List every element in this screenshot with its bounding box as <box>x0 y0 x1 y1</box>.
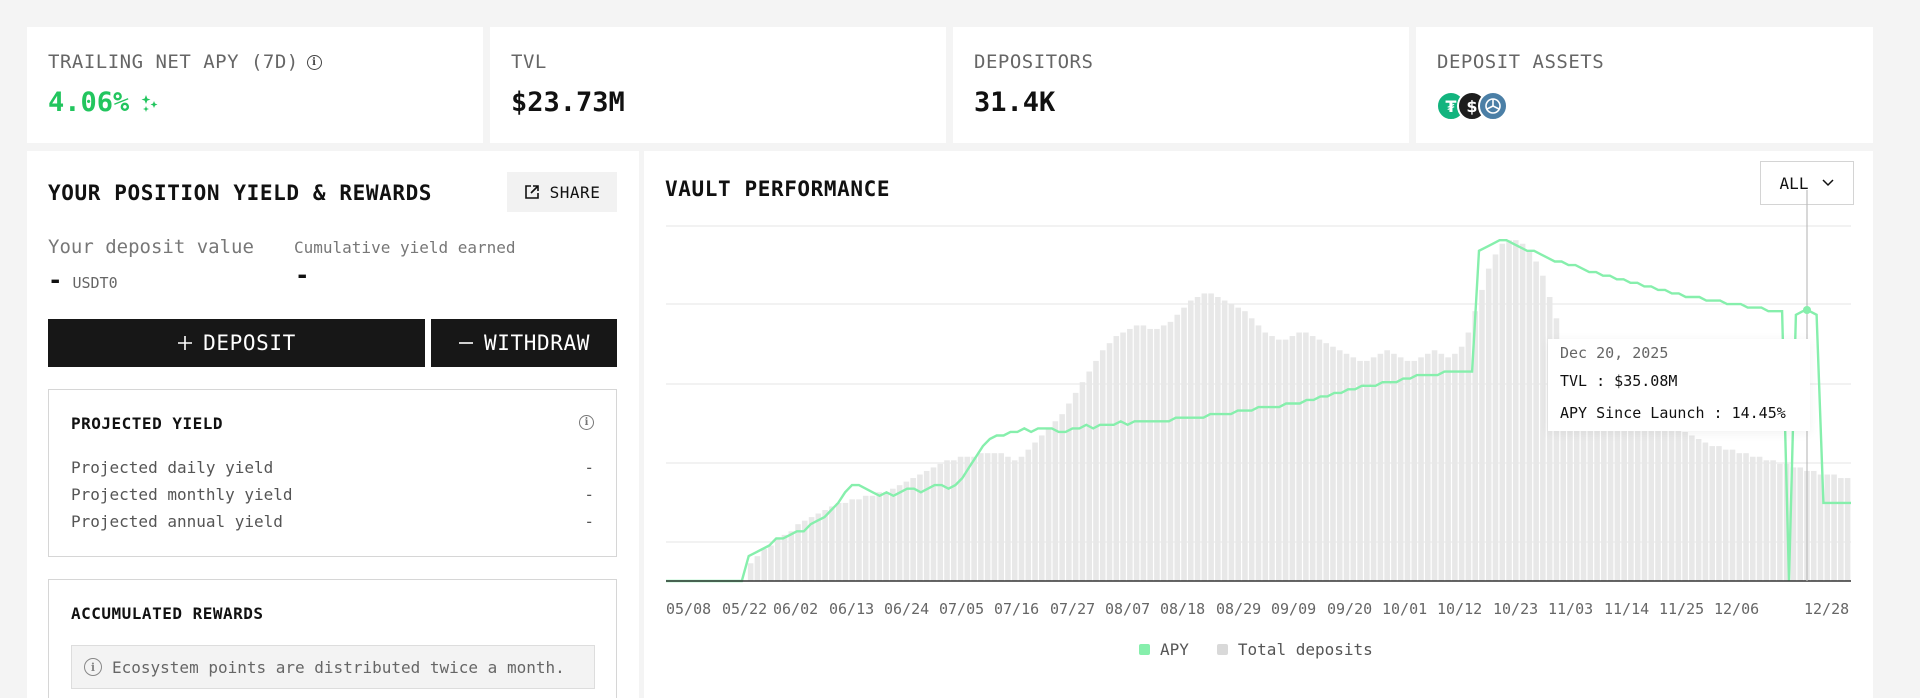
depositors-label: DEPOSITORS <box>974 51 1094 73</box>
vault-performance-title: VAULT PERFORMANCE <box>665 177 891 201</box>
lp-token-icon[interactable] <box>1478 91 1508 121</box>
stat-card-depositors: DEPOSITORS 31.4K <box>953 27 1409 143</box>
range-dropdown[interactable]: ALL <box>1760 161 1854 205</box>
position-card: YOUR POSITION YIELD & REWARDS SHARE Your… <box>27 151 639 698</box>
deposit-button[interactable]: DEPOSIT <box>48 319 425 367</box>
external-link-icon <box>524 185 539 199</box>
deposit-value-row: - USDT0 <box>48 266 118 294</box>
tooltip-apy: APY Since Launch : 14.45% <box>1560 404 1786 422</box>
assets-label: DEPOSIT ASSETS <box>1437 51 1605 73</box>
apy-label-row: TRAILING NET APY (7D) i <box>48 51 322 73</box>
rewards-note: i Ecosystem points are distributed twice… <box>71 645 595 689</box>
stat-card-assets: DEPOSIT ASSETS ₮ $ <box>1416 27 1873 143</box>
legend-apy-label: APY <box>1160 640 1189 659</box>
chevron-down-icon <box>1822 179 1834 187</box>
range-value: ALL <box>1779 173 1809 193</box>
stat-card-apy: TRAILING NET APY (7D) i 4.06% <box>27 27 483 143</box>
minus-icon <box>459 342 474 344</box>
projected-annual-value: - <box>584 512 594 531</box>
apy-value: 4.06% <box>48 87 130 118</box>
share-label: SHARE <box>549 182 601 202</box>
cumulative-yield-value: - <box>295 261 310 289</box>
rewards-info-icon: i <box>84 658 102 676</box>
legend-deposits-label: Total deposits <box>1237 640 1373 659</box>
apy-value-row: 4.06% <box>48 87 161 118</box>
tooltip-date: Dec 20, 2025 <box>1560 344 1669 362</box>
projected-info-icon[interactable]: i <box>579 415 594 430</box>
projected-daily-value: - <box>584 458 594 477</box>
tvl-value: $23.73M <box>511 87 625 118</box>
stat-card-tvl: TVL $23.73M <box>490 27 946 143</box>
projected-yield-title: PROJECTED YIELD <box>71 414 223 433</box>
rewards-title: ACCUMULATED REWARDS <box>71 604 264 623</box>
tvl-label: TVL <box>511 51 547 73</box>
asset-icons: ₮ $ <box>1436 91 1508 121</box>
withdraw-label: WITHDRAW <box>484 331 590 355</box>
rewards-note-text: Ecosystem points are distributed twice a… <box>112 657 565 677</box>
tooltip-tvl: TVL : $35.08M <box>1560 372 1678 390</box>
deposit-value-label: Your deposit value <box>48 236 254 258</box>
plus-icon <box>178 336 193 350</box>
depositors-value: 31.4K <box>974 87 1056 118</box>
deposit-label: DEPOSIT <box>203 331 296 355</box>
projected-monthly-value: - <box>584 485 594 504</box>
chart-tooltip: Dec 20, 2025 TVL : $35.08M APY Since Lau… <box>1548 339 1810 431</box>
withdraw-button[interactable]: WITHDRAW <box>431 319 617 367</box>
legend-apy-swatch <box>1139 644 1150 655</box>
position-title: YOUR POSITION YIELD & REWARDS <box>48 181 433 205</box>
cumulative-yield-label: Cumulative yield earned <box>294 238 516 257</box>
projected-annual-label: Projected annual yield <box>71 512 283 531</box>
legend-apy[interactable]: APY <box>1139 640 1189 659</box>
chart-legend: APY Total deposits <box>1139 640 1373 659</box>
info-icon[interactable]: i <box>306 54 322 70</box>
projected-annual-row: Projected annual yield - <box>71 512 594 531</box>
legend-deposits-swatch <box>1216 644 1228 655</box>
legend-deposits[interactable]: Total deposits <box>1216 640 1373 659</box>
projected-yield-box: PROJECTED YIELD i Projected daily yield … <box>48 389 617 557</box>
sparkle-icon <box>141 94 158 112</box>
deposit-value: - <box>48 266 63 294</box>
apy-label: TRAILING NET APY (7D) <box>48 51 299 73</box>
projected-daily-row: Projected daily yield - <box>71 458 594 477</box>
accumulated-rewards-box: ACCUMULATED REWARDS i Ecosystem points a… <box>48 579 617 698</box>
deposit-unit: USDT0 <box>72 274 118 292</box>
usds-token-icon[interactable]: $ <box>1457 91 1487 121</box>
share-button[interactable]: SHARE <box>507 172 617 212</box>
projected-monthly-row: Projected monthly yield - <box>71 485 594 504</box>
projected-daily-label: Projected daily yield <box>71 458 274 477</box>
projected-monthly-label: Projected monthly yield <box>71 485 293 504</box>
